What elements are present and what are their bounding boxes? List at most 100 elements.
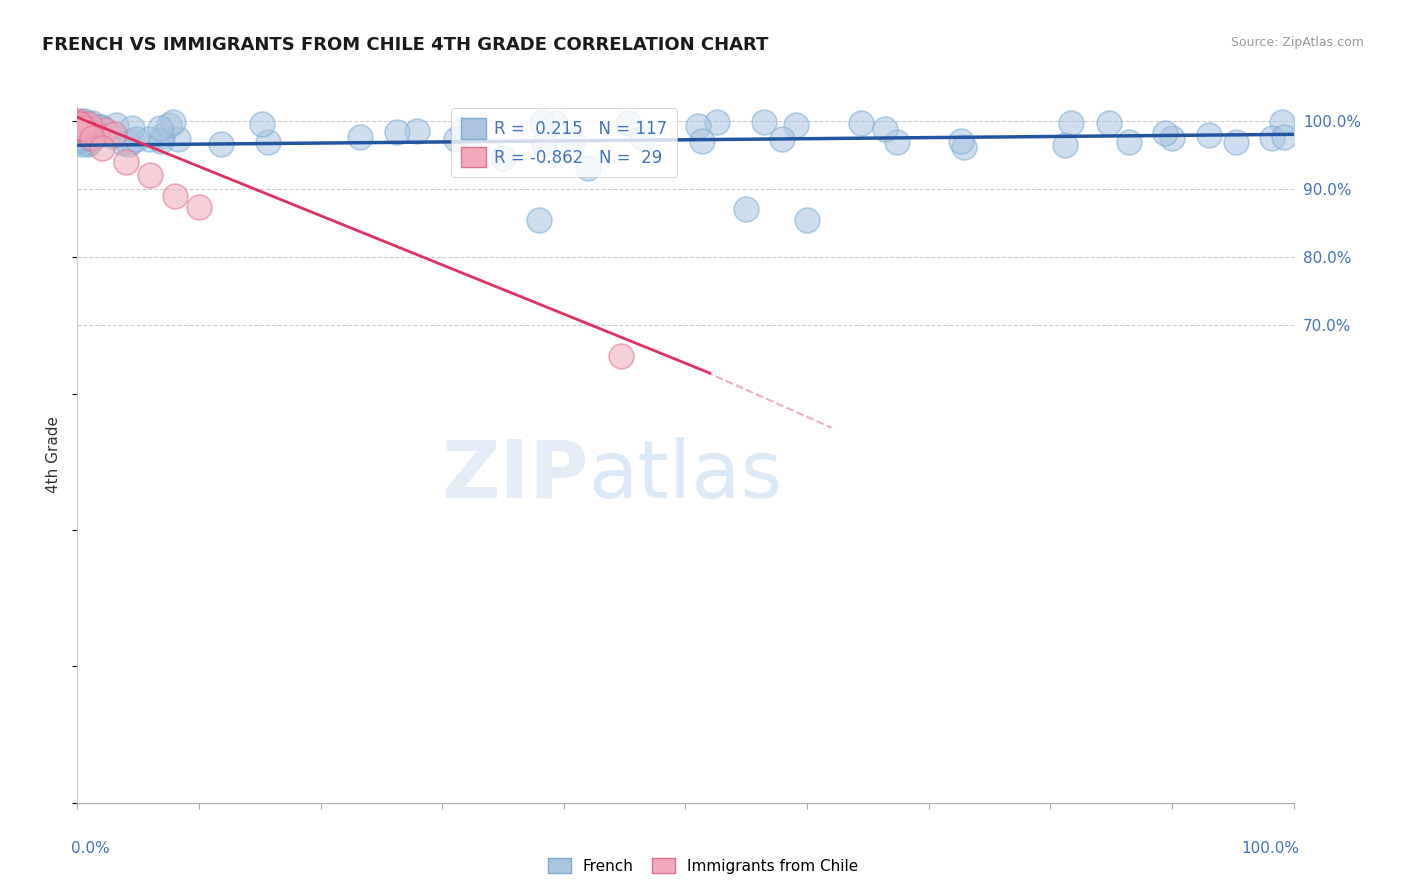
- Point: [69, 118, 91, 132]
- Point: [67, 126, 90, 140]
- Point: [75, 125, 97, 139]
- Point: [87, 120, 110, 134]
- Point: [76, 135, 98, 149]
- Point: [66, 130, 89, 145]
- Point: [349, 130, 371, 145]
- Point: [83, 122, 105, 136]
- Point: [66, 120, 89, 135]
- Point: [77, 131, 100, 145]
- Point: [209, 136, 232, 151]
- Point: [112, 136, 135, 151]
- Point: [529, 212, 551, 227]
- Point: [544, 116, 567, 130]
- Point: [73, 118, 96, 132]
- Point: [66, 114, 89, 128]
- Point: [83, 127, 105, 141]
- Point: [1271, 115, 1294, 129]
- Legend: French, Immigrants from Chile: French, Immigrants from Chile: [541, 852, 865, 880]
- Point: [73, 120, 96, 135]
- Point: [67, 135, 90, 149]
- Point: [69, 118, 91, 132]
- Point: [953, 139, 976, 153]
- Point: [66, 129, 89, 144]
- Point: [67, 134, 90, 148]
- Legend: R =  0.215   N = 117, R = -0.862   N =  29: R = 0.215 N = 117, R = -0.862 N = 29: [450, 109, 678, 178]
- Point: [735, 202, 758, 217]
- Point: [66, 122, 89, 136]
- Point: [76, 137, 98, 152]
- Point: [70, 127, 93, 141]
- Point: [252, 118, 274, 132]
- Point: [66, 119, 89, 133]
- Point: [72, 114, 94, 128]
- Point: [66, 119, 89, 133]
- Point: [149, 134, 172, 148]
- Point: [66, 131, 89, 145]
- Point: [125, 132, 148, 146]
- Point: [530, 115, 553, 129]
- Point: [152, 129, 174, 144]
- Point: [1098, 116, 1121, 130]
- Point: [121, 134, 143, 148]
- Point: [67, 126, 90, 140]
- Point: [83, 121, 105, 136]
- Point: [118, 136, 141, 151]
- Point: [533, 137, 555, 152]
- Point: [139, 168, 162, 182]
- Point: [67, 120, 90, 134]
- Point: [690, 134, 713, 148]
- Point: [101, 129, 124, 144]
- Point: [149, 120, 172, 135]
- Point: [87, 126, 110, 140]
- Point: [1272, 129, 1295, 144]
- Point: [73, 116, 96, 130]
- Point: [121, 120, 143, 135]
- Point: [66, 115, 89, 129]
- Point: [1225, 136, 1247, 150]
- Point: [87, 126, 110, 140]
- Point: [66, 130, 89, 145]
- Point: [67, 133, 90, 147]
- Point: [451, 123, 474, 137]
- Point: [67, 132, 90, 146]
- Point: [82, 116, 104, 130]
- Point: [87, 126, 110, 140]
- Point: [72, 119, 94, 133]
- Point: [1161, 130, 1184, 145]
- Point: [66, 119, 89, 133]
- Point: [91, 121, 114, 136]
- Text: 100.0%: 100.0%: [1241, 841, 1299, 856]
- Point: [138, 132, 160, 146]
- Point: [66, 120, 89, 134]
- Point: [84, 128, 107, 142]
- Point: [90, 141, 112, 155]
- Point: [444, 132, 467, 146]
- Point: [785, 118, 807, 132]
- Text: Source: ZipAtlas.com: Source: ZipAtlas.com: [1230, 36, 1364, 49]
- Point: [754, 115, 776, 129]
- Point: [886, 136, 908, 150]
- Point: [66, 120, 89, 134]
- Point: [770, 131, 793, 145]
- Text: FRENCH VS IMMIGRANTS FROM CHILE 4TH GRADE CORRELATION CHART: FRENCH VS IMMIGRANTS FROM CHILE 4TH GRAD…: [42, 36, 769, 54]
- Point: [79, 130, 101, 145]
- Point: [66, 121, 89, 136]
- Point: [103, 128, 125, 142]
- Y-axis label: 4th Grade: 4th Grade: [46, 417, 62, 493]
- Point: [1154, 126, 1177, 140]
- Point: [561, 134, 583, 148]
- Point: [66, 119, 89, 133]
- Point: [66, 119, 89, 133]
- Point: [69, 127, 91, 141]
- Point: [633, 131, 655, 145]
- Point: [72, 137, 94, 152]
- Point: [610, 349, 633, 363]
- Point: [73, 115, 96, 129]
- Point: [1059, 116, 1081, 130]
- Point: [72, 120, 94, 134]
- Point: [851, 116, 873, 130]
- Point: [873, 122, 896, 136]
- Point: [73, 114, 96, 128]
- Point: [86, 128, 108, 143]
- Point: [76, 133, 98, 147]
